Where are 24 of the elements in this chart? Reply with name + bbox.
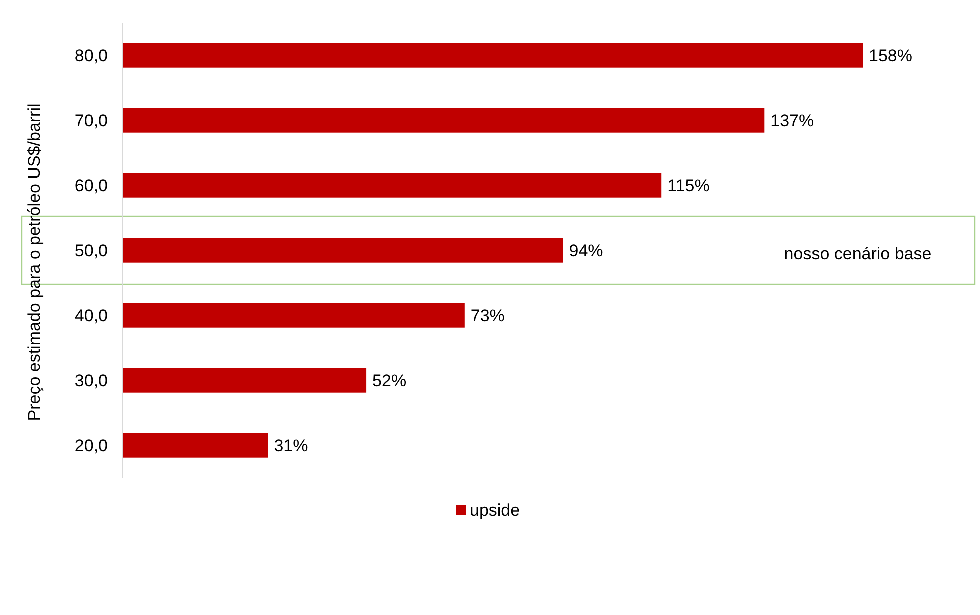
bar bbox=[123, 303, 465, 328]
annotation: nosso cenário base bbox=[784, 244, 932, 264]
y-tick-label: 50,0 bbox=[74, 241, 108, 260]
data-label: 73% bbox=[470, 306, 505, 326]
y-tick-label: 70,0 bbox=[74, 111, 108, 130]
y-axis-title: Preço estimado para o petróleo US$/barril bbox=[25, 104, 44, 422]
data-label: 158% bbox=[869, 46, 912, 66]
y-tick-label: 30,0 bbox=[74, 371, 108, 390]
data-label: 31% bbox=[274, 436, 308, 456]
data-label: 94% bbox=[569, 241, 604, 260]
bar bbox=[123, 433, 268, 458]
data-label: 137% bbox=[770, 111, 814, 130]
bar bbox=[123, 173, 662, 198]
bar bbox=[123, 368, 367, 393]
bar bbox=[123, 43, 863, 68]
data-label: 115% bbox=[668, 176, 710, 196]
y-tick-label: 60,0 bbox=[74, 176, 108, 196]
bar bbox=[123, 108, 765, 133]
y-tick-label: 20,0 bbox=[74, 436, 108, 456]
y-tick-label: 80,0 bbox=[74, 46, 108, 66]
y-tick-label: 40,0 bbox=[74, 306, 108, 326]
bar bbox=[123, 238, 564, 263]
legend-label: upside bbox=[470, 500, 520, 520]
data-label: 52% bbox=[372, 371, 407, 390]
